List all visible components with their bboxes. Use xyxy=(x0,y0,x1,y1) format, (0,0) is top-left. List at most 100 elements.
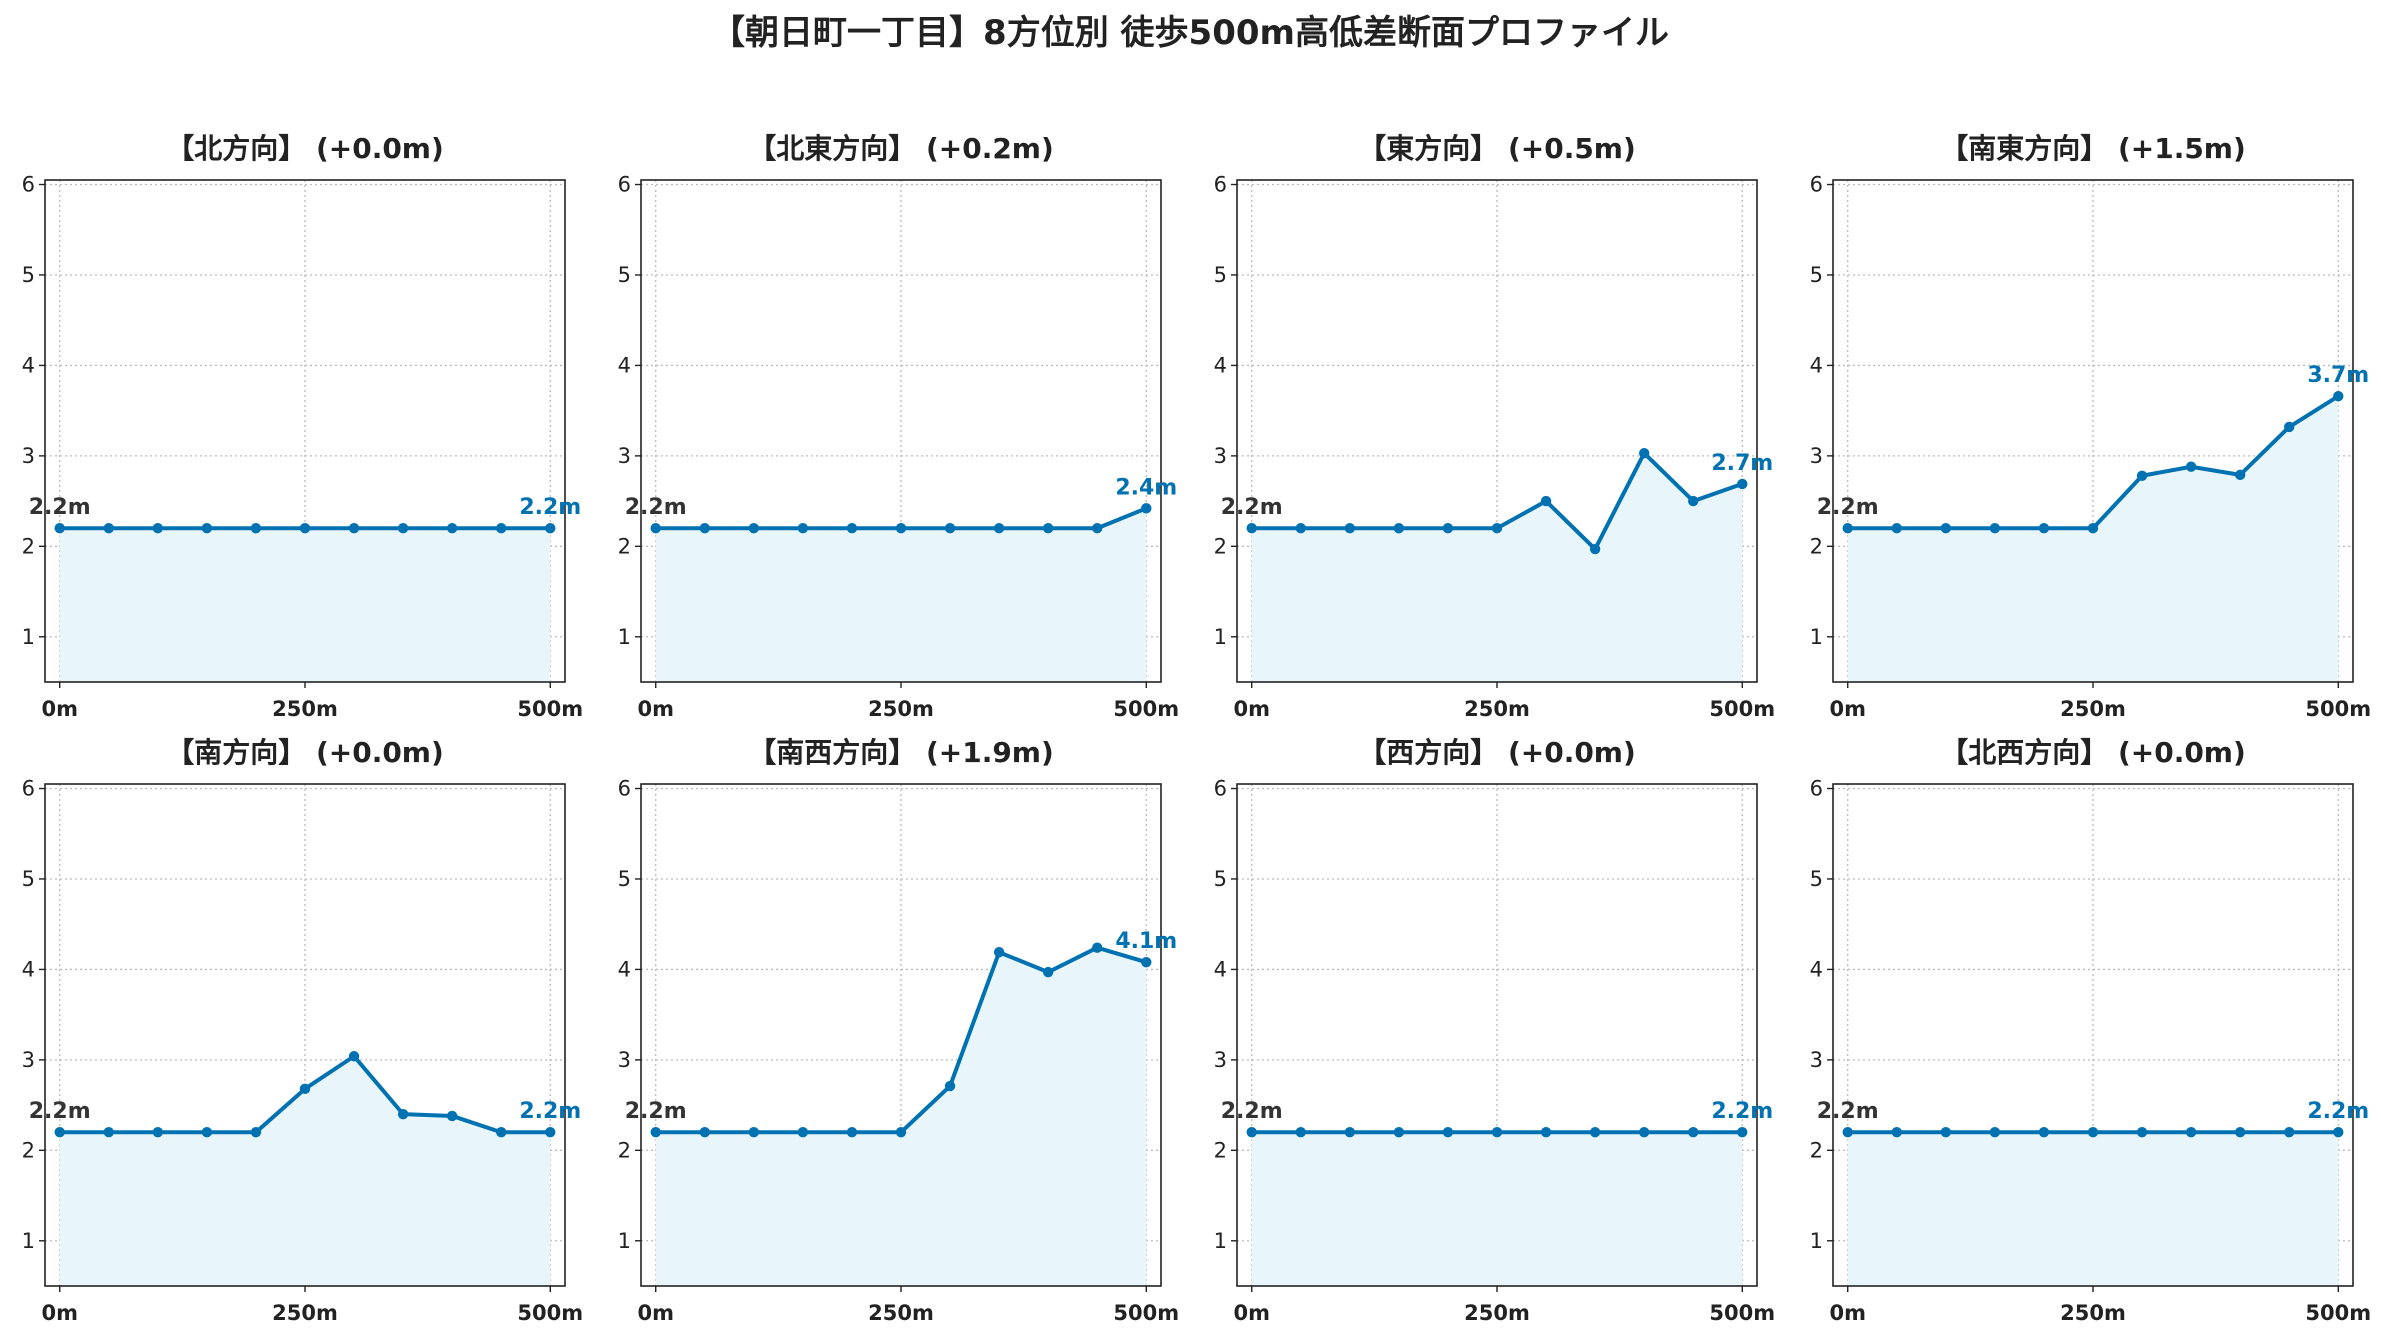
elevation-point xyxy=(1842,523,1853,534)
y-tick-label: 2 xyxy=(22,534,35,558)
elevation-point xyxy=(1589,543,1601,555)
y-tick-label: 2 xyxy=(618,534,631,558)
elevation-point xyxy=(1042,523,1054,534)
y-tick-label: 4 xyxy=(22,353,35,377)
y-tick-label: 3 xyxy=(22,444,35,468)
x-tick-label: 500m xyxy=(517,697,583,721)
profile-panel-4: 【南東方向】 (+1.5m) 1 2 3 4 5 6 0m 250m 500m 2.2m 3.7m xyxy=(1810,132,2372,721)
elevation-point xyxy=(944,523,956,534)
elevation-point xyxy=(1940,1127,1952,1138)
elevation-point xyxy=(748,1127,760,1138)
end-elevation-label: 2.2m xyxy=(519,1099,581,1124)
panel-title: 【北東方向】 (+0.2m) xyxy=(748,132,1054,165)
y-tick-label: 2 xyxy=(1214,534,1227,558)
elevation-point xyxy=(348,1051,360,1062)
x-tick-label: 250m xyxy=(272,697,338,721)
elevation-point xyxy=(152,523,164,534)
elevation-point xyxy=(1491,1127,1503,1138)
x-tick-label: 250m xyxy=(1464,1301,1530,1325)
elevation-point xyxy=(993,523,1005,534)
elevation-point xyxy=(1393,523,1405,534)
elevation-point xyxy=(1344,1127,1356,1138)
y-tick-label: 3 xyxy=(1810,444,1823,468)
x-tick-label: 500m xyxy=(2305,1301,2371,1325)
y-tick-label: 3 xyxy=(1214,444,1227,468)
elevation-point xyxy=(748,523,760,534)
y-tick-label: 6 xyxy=(1214,777,1227,801)
elevation-point xyxy=(201,1127,213,1138)
elevation-point xyxy=(1042,966,1054,978)
elevation-point xyxy=(1442,1127,1454,1138)
y-tick-label: 6 xyxy=(1214,173,1227,197)
elevation-point xyxy=(2038,523,2050,534)
elevation-area xyxy=(1847,1132,2339,1286)
x-tick-label: 250m xyxy=(1464,697,1530,721)
y-tick-label: 6 xyxy=(618,173,631,197)
elevation-point xyxy=(2087,1127,2099,1138)
elevation-point xyxy=(1638,1127,1650,1138)
x-tick-label: 0m xyxy=(41,697,78,721)
x-tick-label: 0m xyxy=(1233,697,1270,721)
elevation-point xyxy=(348,523,360,534)
start-elevation-label: 2.2m xyxy=(1221,495,1283,520)
panel-title: 【南西方向】 (+1.9m) xyxy=(748,736,1054,769)
x-tick-label: 500m xyxy=(1113,1301,1179,1325)
start-elevation-label: 2.2m xyxy=(625,1099,687,1124)
end-elevation-label: 2.2m xyxy=(2307,1099,2369,1124)
end-elevation-label: 2.4m xyxy=(1115,475,1177,500)
y-tick-label: 2 xyxy=(1810,534,1823,558)
x-tick-label: 500m xyxy=(2305,697,2371,721)
elevation-point xyxy=(103,523,114,534)
elevation-point xyxy=(1141,503,1152,514)
y-tick-label: 4 xyxy=(1810,957,1823,981)
y-tick-label: 4 xyxy=(1810,353,1823,377)
x-tick-label: 250m xyxy=(868,697,934,721)
elevation-point xyxy=(1141,956,1152,968)
elevation-point xyxy=(397,523,409,534)
elevation-point xyxy=(2234,1127,2246,1138)
y-tick-label: 6 xyxy=(22,173,35,197)
y-tick-label: 3 xyxy=(22,1048,35,1072)
elevation-point xyxy=(2136,1127,2148,1138)
panel-title: 【北西方向】 (+0.0m) xyxy=(1940,736,2246,769)
elevation-area xyxy=(59,528,551,682)
start-elevation-label: 2.2m xyxy=(1817,495,1879,520)
elevation-point xyxy=(250,523,262,534)
elevation-point xyxy=(545,523,556,534)
elevation-point xyxy=(846,1127,858,1138)
profile-panel-5: 【南方向】 (+0.0m) 1 2 3 4 5 6 0m 250m 500m 2.2m 2.2m xyxy=(22,736,584,1325)
profile-panel-6: 【南西方向】 (+1.9m) 1 2 3 4 5 6 0m 250m 500m 2.2m 4.1m xyxy=(618,736,1180,1325)
panel-title: 【東方向】 (+0.5m) xyxy=(1358,132,1636,165)
elevation-point xyxy=(299,523,311,534)
y-tick-label: 5 xyxy=(1810,263,1823,287)
elevation-point xyxy=(846,523,858,534)
start-elevation-label: 2.2m xyxy=(1221,1099,1283,1124)
x-tick-label: 250m xyxy=(2060,697,2126,721)
elevation-point xyxy=(446,523,458,534)
elevation-point xyxy=(1842,1127,1853,1138)
profile-panel-7: 【西方向】 (+0.0m) 1 2 3 4 5 6 0m 250m 500m 2.2m 2.2m xyxy=(1214,736,1776,1325)
y-tick-label: 4 xyxy=(618,353,631,377)
elevation-area xyxy=(1251,1132,1743,1286)
elevation-point xyxy=(1540,1127,1552,1138)
y-tick-label: 5 xyxy=(618,263,631,287)
end-elevation-label: 2.2m xyxy=(519,495,581,520)
elevation-point xyxy=(54,523,65,534)
elevation-point xyxy=(496,1127,507,1138)
elevation-point xyxy=(1393,1127,1405,1138)
elevation-point xyxy=(1540,495,1552,507)
profile-panel-3: 【東方向】 (+0.5m) 1 2 3 4 5 6 0m 250m 500m 2.2m 2.7m xyxy=(1214,132,1776,721)
x-tick-label: 0m xyxy=(1233,1301,1270,1325)
elevation-point xyxy=(299,1083,311,1095)
elevation-area xyxy=(1251,453,1743,682)
y-tick-label: 1 xyxy=(1214,1229,1227,1253)
x-tick-label: 500m xyxy=(1709,1301,1775,1325)
y-tick-label: 6 xyxy=(1810,173,1823,197)
y-tick-label: 4 xyxy=(22,957,35,981)
y-tick-label: 1 xyxy=(1810,625,1823,649)
y-tick-label: 5 xyxy=(1214,867,1227,891)
y-tick-label: 1 xyxy=(1810,1229,1823,1253)
elevation-area xyxy=(655,947,1147,1286)
